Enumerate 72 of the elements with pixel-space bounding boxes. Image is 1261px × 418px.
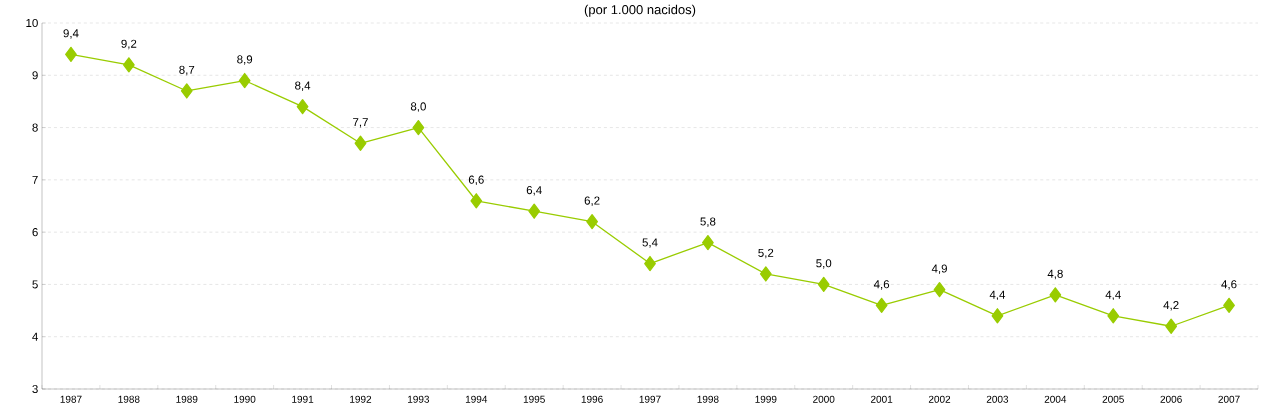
point xyxy=(1049,287,1062,303)
data-label: 4,6 xyxy=(873,280,890,290)
x-tick-label: 1990 xyxy=(234,395,256,403)
data-label: 5,0 xyxy=(816,259,832,269)
x-tick-label: 1999 xyxy=(755,395,777,403)
data-label: 4,4 xyxy=(989,290,1006,301)
point xyxy=(875,297,888,313)
x-tick-label: 1993 xyxy=(408,395,430,403)
point xyxy=(644,255,656,272)
point xyxy=(759,266,772,282)
point xyxy=(1107,308,1120,324)
data-label: 9,2 xyxy=(121,39,137,50)
data-label: 6,4 xyxy=(526,186,542,196)
x-tick-label: 1994 xyxy=(465,395,488,403)
point xyxy=(933,282,946,298)
data-label: 9,4 xyxy=(63,29,79,39)
data-label: 4,2 xyxy=(1163,301,1179,311)
point xyxy=(586,214,598,230)
point xyxy=(528,203,541,219)
x-tick-label: 2003 xyxy=(986,395,1009,403)
y-tick-label: 6 xyxy=(32,228,38,237)
point xyxy=(412,119,425,136)
data-label: 6,6 xyxy=(468,175,484,186)
x-tick-label: 1995 xyxy=(523,395,545,403)
data-label: 4,6 xyxy=(1221,280,1237,290)
x-tick-label: 1992 xyxy=(350,395,372,403)
point xyxy=(991,308,1004,324)
point xyxy=(817,276,830,293)
x-tick-label: 2006 xyxy=(1160,395,1182,403)
point xyxy=(470,193,483,209)
point xyxy=(122,57,135,73)
y-tick-label: 8 xyxy=(32,123,38,132)
data-label: 8,7 xyxy=(179,65,195,76)
chart-subtitle: (por 1.000 nacidos) xyxy=(584,4,696,17)
x-tick-label: 1996 xyxy=(581,395,603,403)
point xyxy=(1165,318,1178,334)
point xyxy=(65,46,77,63)
data-label: 4,4 xyxy=(1105,290,1121,301)
x-tick-label: 1988 xyxy=(118,395,140,403)
x-tick-label: 2007 xyxy=(1218,395,1240,403)
y-tick-label: 7 xyxy=(32,175,38,184)
y-tick-label: 9 xyxy=(32,71,38,80)
x-tick-label: 2000 xyxy=(813,395,835,403)
data-label: 4,8 xyxy=(1047,269,1063,280)
x-tick-label: 1987 xyxy=(60,395,82,403)
y-tick-label: 3 xyxy=(32,384,38,394)
data-label: 8,4 xyxy=(295,81,311,91)
x-tick-label: 1997 xyxy=(639,395,661,403)
x-tick-label: 1989 xyxy=(176,395,198,403)
point xyxy=(180,83,193,99)
data-label: 8,0 xyxy=(410,102,426,112)
y-tick-label: 5 xyxy=(32,280,38,289)
data-label: 5,4 xyxy=(642,238,658,248)
data-label: 7,7 xyxy=(353,118,368,128)
point xyxy=(296,99,309,115)
x-tick-label: 2005 xyxy=(1102,395,1124,403)
point xyxy=(238,72,251,89)
data-label: 4,9 xyxy=(931,264,947,274)
y-tick-label: 4 xyxy=(32,332,38,341)
data-label: 6,2 xyxy=(584,196,600,206)
point xyxy=(1223,297,1235,313)
point xyxy=(354,135,367,151)
x-tick-label: 1991 xyxy=(292,395,314,403)
data-label: 8,9 xyxy=(237,55,253,65)
point xyxy=(702,234,714,251)
data-label: 5,2 xyxy=(758,248,774,259)
x-tick-label: 2004 xyxy=(1044,395,1067,403)
data-label: 5,8 xyxy=(700,217,716,227)
x-tick-label: 1998 xyxy=(697,395,719,403)
y-tick-label: 10 xyxy=(26,18,38,28)
x-tick-label: 2001 xyxy=(870,395,893,403)
x-tick-label: 2002 xyxy=(928,395,951,403)
